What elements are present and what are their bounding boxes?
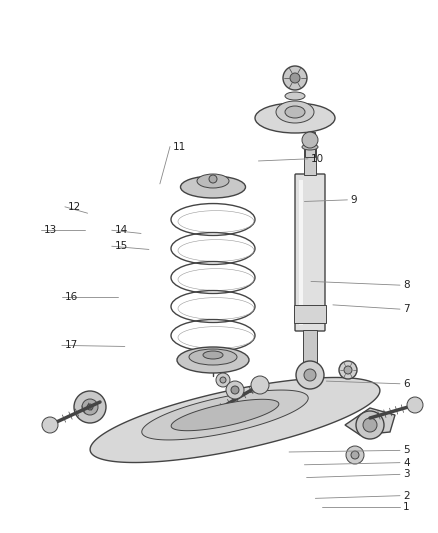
Circle shape [74,391,106,423]
Text: 16: 16 [65,293,78,302]
Circle shape [351,451,359,459]
Ellipse shape [197,174,229,188]
Circle shape [290,73,300,83]
Circle shape [296,361,324,389]
Text: 17: 17 [65,341,78,350]
Polygon shape [90,377,380,463]
Text: 2: 2 [403,491,410,500]
Circle shape [407,397,423,413]
Polygon shape [345,408,395,435]
Circle shape [346,446,364,464]
Ellipse shape [285,106,305,118]
Bar [299,180,303,325]
Circle shape [304,369,316,381]
Text: 7: 7 [403,304,410,314]
Circle shape [251,376,269,394]
FancyBboxPatch shape [295,174,325,331]
Ellipse shape [302,144,318,150]
Polygon shape [171,399,279,431]
Circle shape [356,411,384,439]
Circle shape [216,373,230,387]
Bar [294,305,326,323]
Circle shape [363,418,377,432]
Text: 11: 11 [173,142,186,151]
Text: 4: 4 [403,458,410,467]
Ellipse shape [285,92,305,100]
Text: 13: 13 [44,225,57,235]
Polygon shape [142,390,308,440]
Bar [305,132,315,157]
Circle shape [42,417,58,433]
Text: 12: 12 [68,202,81,212]
Circle shape [283,66,307,90]
Circle shape [339,361,357,379]
Circle shape [344,366,352,374]
Ellipse shape [255,103,335,133]
Ellipse shape [189,349,237,365]
Text: 1: 1 [403,503,410,512]
Text: 3: 3 [403,470,410,479]
Circle shape [82,399,98,415]
Ellipse shape [180,176,246,198]
Ellipse shape [203,351,223,359]
Text: 8: 8 [403,280,410,290]
Ellipse shape [177,347,249,373]
Circle shape [87,404,93,410]
Text: 10: 10 [311,154,324,164]
Bar [303,330,317,370]
Text: 9: 9 [350,195,357,205]
Text: 5: 5 [403,446,410,455]
Text: 6: 6 [403,379,410,389]
Circle shape [302,132,318,148]
Circle shape [220,377,226,383]
Circle shape [226,381,244,399]
Text: 14: 14 [115,225,128,235]
Ellipse shape [276,101,314,123]
Bar [304,145,316,175]
Circle shape [209,175,217,183]
Text: 15: 15 [115,241,128,251]
Circle shape [231,386,239,394]
